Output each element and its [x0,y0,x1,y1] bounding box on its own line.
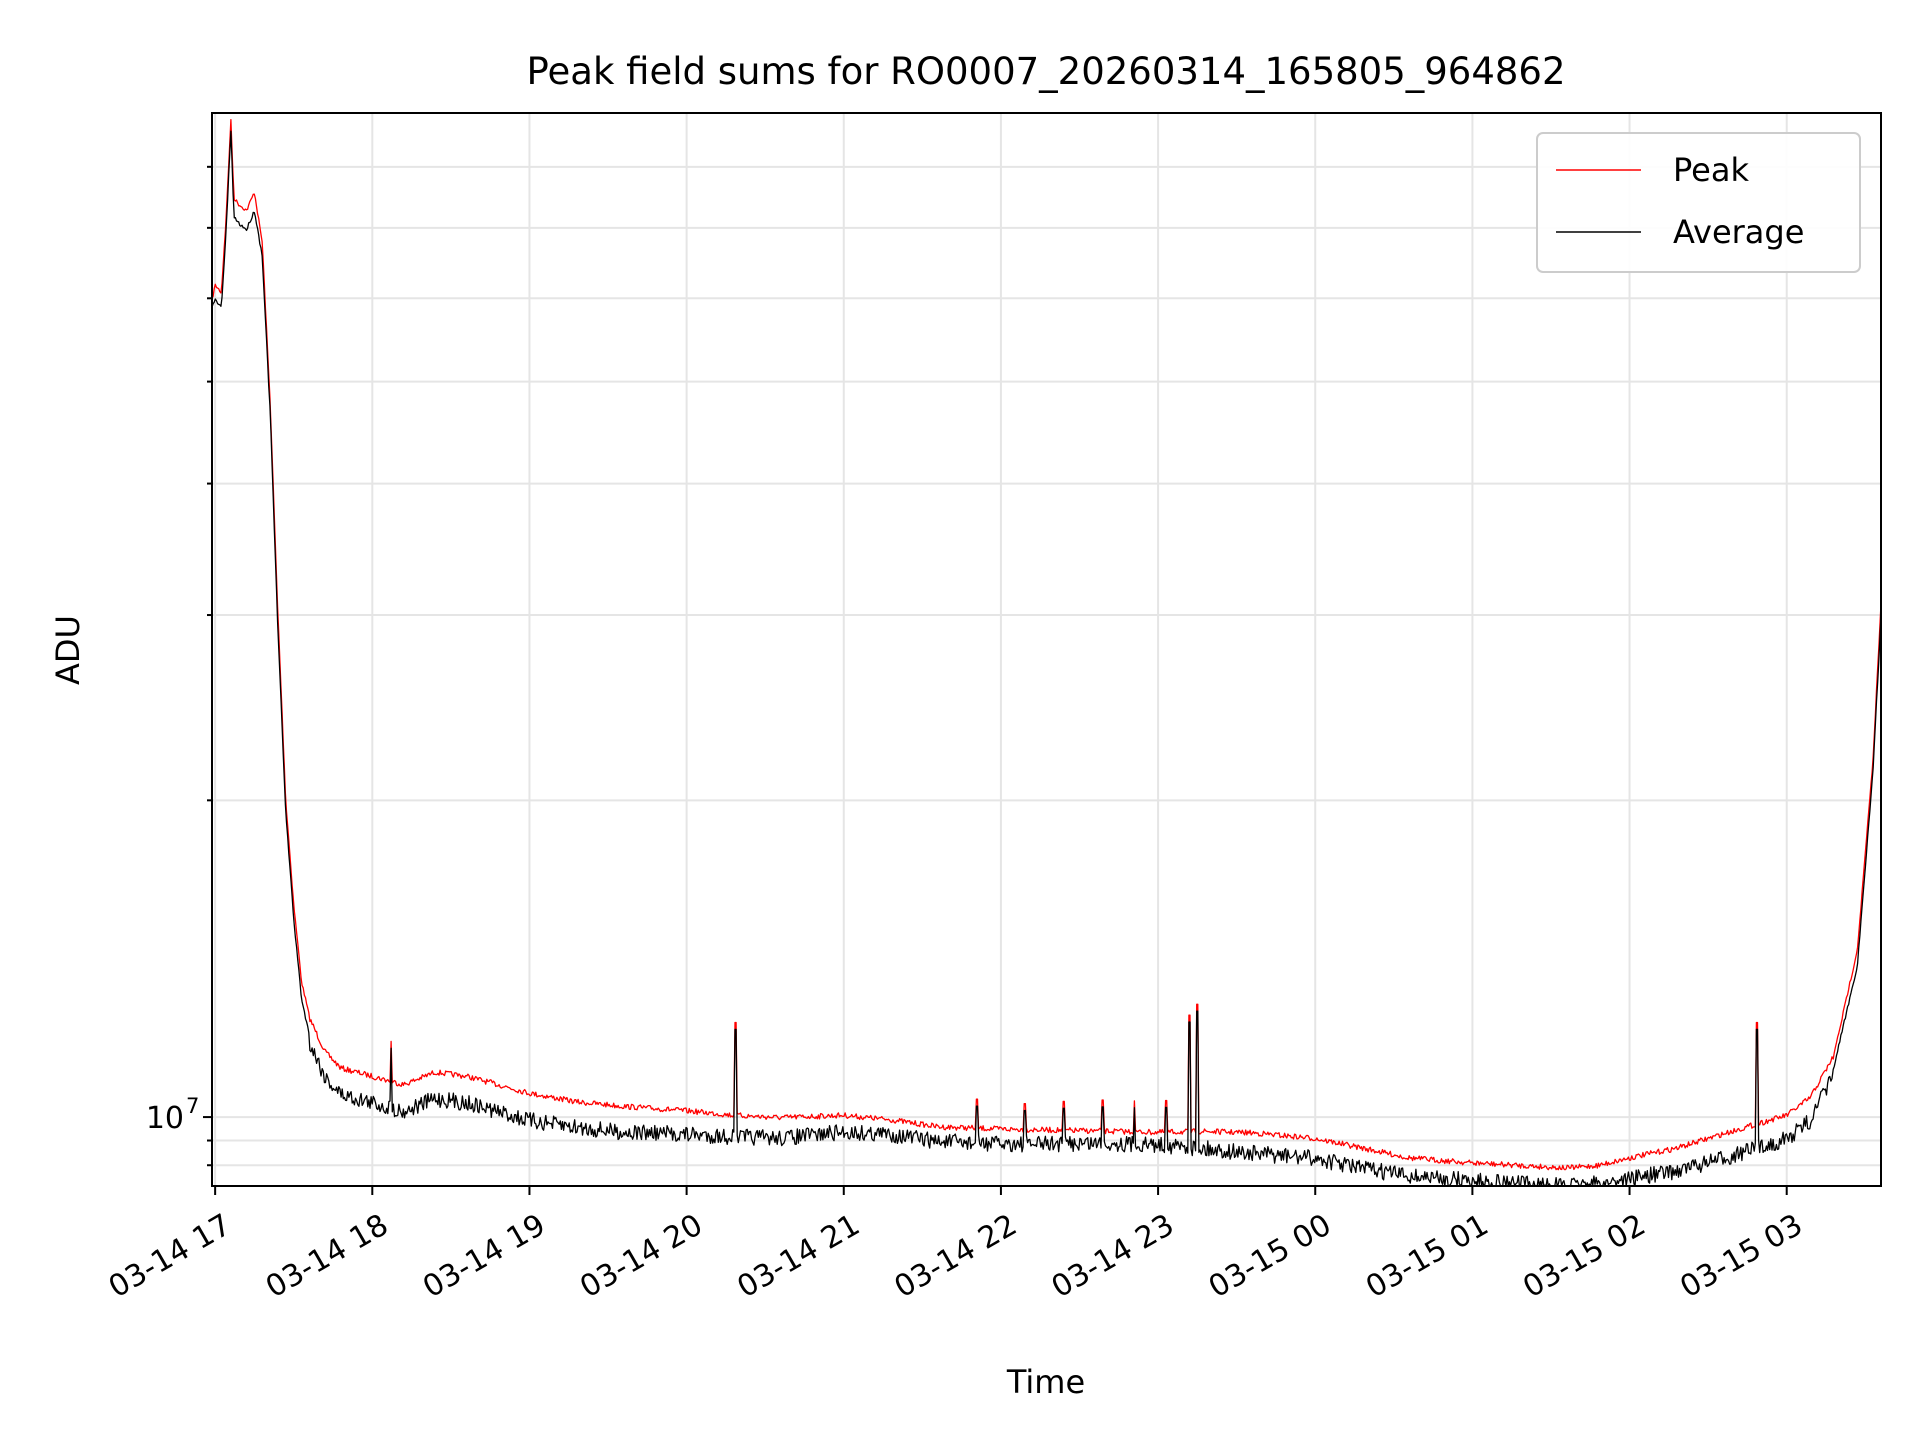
legend-label-peak: Peak [1673,151,1749,189]
y-axis: 10 7 [146,165,212,1167]
legend: Peak Average [1536,132,1861,273]
legend-box [1536,132,1861,273]
legend-label-average: Average [1673,213,1804,251]
plot-frame [211,112,1882,1187]
y-tick-label-exponent: 7 [186,1094,199,1118]
series-line-peak [211,119,1882,1171]
chart-title: Peak field sums for RO0007_20260314_1658… [527,50,1566,93]
y-axis-label: ADU [49,615,87,685]
x-axis-label: Time [1006,1363,1085,1401]
y-tick-label: 10 [146,1101,184,1136]
